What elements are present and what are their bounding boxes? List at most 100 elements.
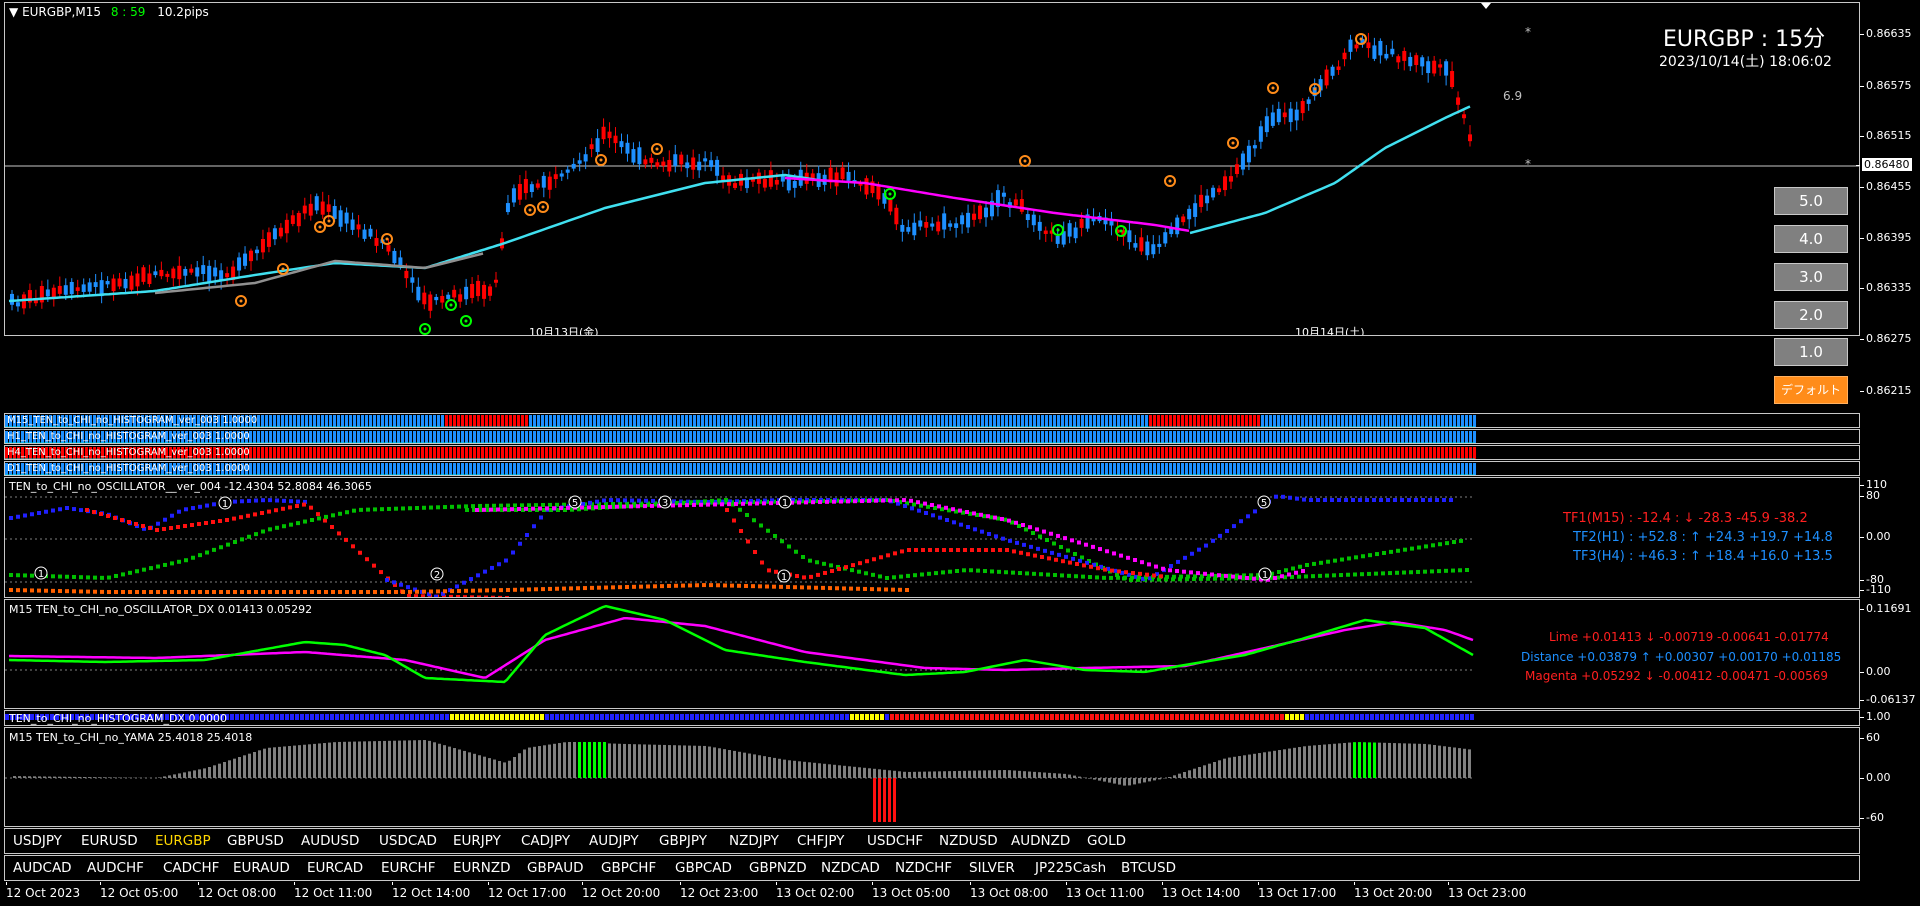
yama-bar (1048, 772, 1051, 778)
zoom-button-2[interactable]: 2.0 (1774, 301, 1848, 329)
symbol-button-usdchf[interactable]: USDCHF (867, 833, 924, 849)
histogram-bar (109, 463, 112, 475)
symbol-button-euraud[interactable]: EURAUD (233, 860, 290, 876)
candle-body (1324, 69, 1329, 86)
histogram-bar (489, 463, 492, 475)
histogram-h4-panel[interactable]: H4_TEN_to_CHI_no_HISTOGRAM_ver_003 1.000… (4, 445, 1860, 460)
histogram-bar (1053, 447, 1056, 459)
zoom-button-5[interactable]: 5.0 (1774, 187, 1848, 215)
histogram-bar (797, 431, 800, 443)
candle-body (685, 162, 690, 169)
osc-dot (93, 575, 97, 580)
symbol-button-btcusd[interactable]: BTCUSD (1121, 860, 1176, 876)
symbol-button-cadjpy[interactable]: CADJPY (521, 833, 571, 849)
symbol-button-eurgbp[interactable]: EURGBP (155, 833, 211, 849)
symbol-button-gbpnzd[interactable]: GBPNZD (749, 860, 807, 876)
histogram-bar (453, 447, 456, 459)
histogram-bar (641, 447, 644, 459)
histogram-bar (117, 431, 120, 443)
price-tick: 0.86515 (1860, 129, 1912, 142)
collapse-triangle-icon[interactable]: ▼ (9, 5, 19, 19)
zoom-button-4[interactable]: 4.0 (1774, 225, 1848, 253)
main-chart-panel[interactable]: ▼ EURGBP,M15 8 : 59 10.2pips EURGBP : 15… (4, 2, 1860, 336)
symbol-button-audcad[interactable]: AUDCAD (13, 860, 72, 876)
symbol-button-cadchf[interactable]: CADCHF (163, 860, 220, 876)
histogram-bar (977, 447, 980, 459)
symbol-button-nzdusd[interactable]: NZDUSD (939, 833, 998, 849)
symbol-button-eurusd[interactable]: EURUSD (81, 833, 138, 849)
dx-histogram-panel[interactable]: TEN_to_CHI_no_HISTOGRAM_DX 0.0000 (4, 710, 1860, 726)
symbol-button-gbpusd[interactable]: GBPUSD (227, 833, 284, 849)
yama-panel[interactable]: M15 TEN_to_CHI_no_YAMA 25.4018 25.4018 (4, 727, 1860, 827)
yama-bar (808, 762, 811, 778)
symbol-button-nzdchf[interactable]: NZDCHF (895, 860, 953, 876)
histogram-bar (605, 463, 608, 475)
symbol-button-nzdcad[interactable]: NZDCAD (821, 860, 880, 876)
histogram-bar (633, 463, 636, 475)
symbol-button-chfjpy[interactable]: CHFJPY (797, 833, 845, 849)
symbol-button-gbpchf[interactable]: GBPCHF (601, 860, 657, 876)
histogram-m15-panel[interactable]: M15_TEN_to_CHI_no_HISTOGRAM_ver_003 1.00… (4, 413, 1860, 428)
zoom-button-3[interactable]: 3.0 (1774, 263, 1848, 291)
symbol-button-jp225cash[interactable]: JP225Cash (1035, 860, 1107, 876)
osc-dot (1190, 551, 1194, 556)
symbol-button-eurjpy[interactable]: EURJPY (453, 833, 501, 849)
histogram-h1-panel[interactable]: H1_TEN_to_CHI_no_HISTOGRAM_ver_003 1.000… (4, 429, 1860, 444)
symbol-button-nzdjpy[interactable]: NZDJPY (729, 833, 779, 849)
histogram-bar (1337, 447, 1340, 459)
symbol-button-audchf[interactable]: AUDCHF (87, 860, 144, 876)
osc-dot (1298, 564, 1302, 569)
yama-bar (158, 777, 161, 778)
dx-panel[interactable]: M15 TEN_to_CHI_no_OSCILLATOR_DX 0.01413 … (4, 599, 1860, 709)
symbol-button-eurchf[interactable]: EURCHF (381, 860, 436, 876)
histogram-bar (105, 415, 108, 427)
yama-bar (848, 766, 851, 778)
dx-histogram-bar (1465, 714, 1469, 720)
osc-dot (1117, 569, 1121, 574)
symbol-button-usdcad[interactable]: USDCAD (379, 833, 437, 849)
symbol-button-eurcad[interactable]: EURCAD (307, 860, 364, 876)
histogram-bar (1353, 463, 1356, 475)
histogram-bar (53, 447, 56, 459)
symbol-button-usdjpy[interactable]: USDJPY (13, 833, 62, 849)
ma-magenta-line (784, 176, 1190, 233)
symbol-button-silver[interactable]: SILVER (969, 860, 1015, 876)
osc-dot (569, 586, 573, 591)
histogram-bar (1105, 415, 1108, 427)
histogram-bar (561, 463, 564, 475)
histogram-bar (153, 415, 156, 427)
histogram-bar (925, 463, 928, 475)
histogram-bar (1417, 431, 1420, 443)
symbol-button-gold[interactable]: GOLD (1087, 833, 1127, 849)
symbol-button-eurnzd[interactable]: EURNZD (453, 860, 511, 876)
histogram-bar (1253, 447, 1256, 459)
osc-dot (302, 502, 306, 507)
symbol-button-audjpy[interactable]: AUDJPY (589, 833, 639, 849)
osc-dot (1032, 571, 1036, 576)
yama-bar (958, 770, 961, 778)
symbol-button-gbpcad[interactable]: GBPCAD (675, 860, 732, 876)
zoom-button-1[interactable]: 1.0 (1774, 338, 1848, 366)
histogram-bar (1185, 415, 1188, 427)
osc-dot (92, 510, 96, 514)
symbol-button-gbpjpy[interactable]: GBPJPY (659, 833, 707, 849)
histogram-bar (361, 447, 364, 459)
candle-body (1115, 229, 1120, 233)
histogram-bar (469, 415, 472, 427)
dx-histogram-bar (780, 714, 784, 720)
symbol-button-gbpaud[interactable]: GBPAUD (527, 860, 584, 876)
osc-dot (1220, 576, 1224, 581)
yama-bar (238, 757, 241, 778)
symbol-button-audnzd[interactable]: AUDNZD (1011, 833, 1071, 849)
histogram-bar (1361, 447, 1364, 459)
histogram-bar (1097, 415, 1100, 427)
histogram-d1-panel[interactable]: D1_TEN_to_CHI_no_HISTOGRAM_ver_003 1.000… (4, 461, 1860, 476)
default-button[interactable]: デフォルト (1774, 376, 1848, 404)
osc-dot (51, 588, 55, 593)
symbol-button-audusd[interactable]: AUDUSD (301, 833, 360, 849)
yama-bar (303, 744, 306, 778)
yama-bar (888, 770, 891, 778)
histogram-bar (1137, 447, 1140, 459)
osc-dot (72, 574, 76, 579)
